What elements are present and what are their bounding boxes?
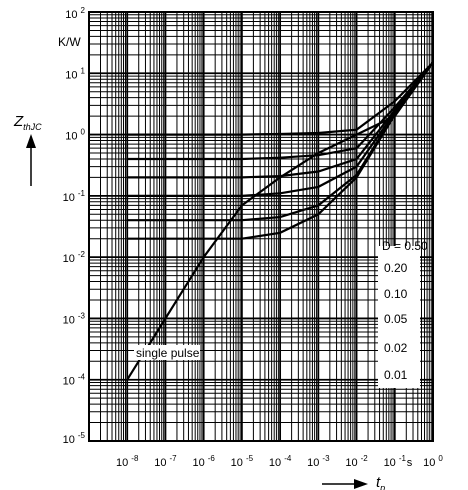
y-tick-labels: 10 -5 10 -4 10 -3 10 -2 10 -1 10 0 10 1 10 2	[63, 6, 86, 446]
x-tick-label: 10 -6	[192, 454, 215, 469]
x-tick-label: 10 -4	[269, 454, 292, 469]
duty-cycle-legend: D = 0.50 0.20 0.10 0.05 0.02 0.01	[378, 239, 428, 388]
plot-frame	[88, 11, 434, 442]
series-line	[127, 61, 434, 136]
axis-labels: K/W s ZthJC tp	[13, 35, 413, 490]
y-axis-title: ZthJC	[13, 113, 42, 132]
plot-grid	[88, 12, 433, 442]
y-axis-arrow-head	[26, 134, 36, 148]
legend-entry: 0.20	[384, 261, 408, 275]
x-tick-label: 10 -5	[231, 454, 254, 469]
x-axis-arrow-head	[354, 479, 368, 489]
x-tick-label: 10 0	[423, 454, 443, 469]
x-axis-title: tp	[376, 474, 385, 490]
legend-entry: 0.10	[384, 287, 408, 301]
series-group	[126, 61, 434, 381]
annotation-text: single pulse	[136, 346, 200, 360]
x-tick-label: 10 -7	[154, 454, 177, 469]
y-tick-label: 10 -1	[63, 189, 86, 204]
series-line	[126, 61, 434, 381]
annotation-background	[134, 345, 200, 360]
series-line	[127, 61, 434, 197]
y-tick-label: 10 -4	[63, 373, 86, 388]
x-tick-label: 10 -8	[116, 454, 139, 469]
x-tick-label: 10 -3	[307, 454, 330, 469]
y-tick-label: 10 -5	[63, 431, 86, 446]
x-tick-label: 10 -1	[384, 454, 407, 469]
y-tick-label: 10 -2	[63, 250, 86, 265]
y-tick-label: 10 2	[65, 6, 85, 21]
legend-title: D = 0.50	[382, 239, 428, 253]
x-unit-label: s	[407, 457, 413, 469]
series-line	[127, 61, 434, 240]
series-line	[127, 61, 434, 161]
single-pulse-annotation: single pulse	[134, 345, 200, 360]
legend-entry: 0.01	[384, 368, 408, 382]
y-tick-label: 10 0	[65, 128, 85, 143]
y-tick-label: 10 1	[65, 66, 85, 81]
x-tick-label: 10 -2	[345, 454, 368, 469]
legend-background	[378, 246, 420, 388]
x-tick-labels: 10 -8 10 -7 10 -6 10 -5 10 -4 10 -3 10 -2 10 -1…	[116, 454, 443, 469]
y-tick-label: 10 -3	[63, 311, 86, 326]
y-unit-label: K/W	[58, 35, 81, 49]
legend-entry: 0.02	[384, 341, 408, 355]
legend-entry: 0.05	[384, 312, 408, 326]
